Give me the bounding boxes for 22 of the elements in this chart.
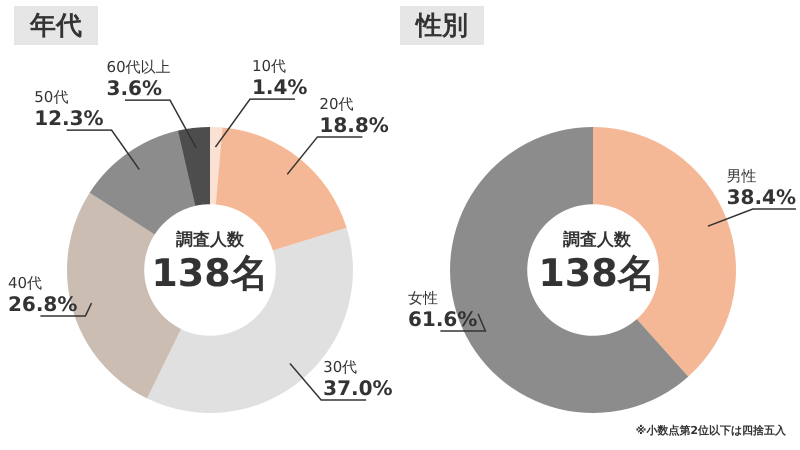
text: 138名	[537, 251, 657, 295]
slice-label: 男性	[726, 167, 757, 186]
slice-label: 60代以上	[106, 58, 171, 76]
data-label: 3.6%	[106, 76, 162, 100]
chart-title: 年代	[14, 6, 98, 45]
text: 調査人数	[562, 229, 632, 251]
slice-label: 10代	[252, 57, 286, 76]
text: 調査人数	[175, 229, 245, 251]
slice-label: 20代	[319, 94, 354, 113]
slice-label: 女性	[408, 288, 438, 307]
slice-label: 40代	[8, 274, 42, 292]
chart-title: 性別	[400, 6, 484, 45]
data-label: 18.8%	[319, 112, 389, 137]
data-label: 12.3%	[34, 106, 104, 130]
slice-label: 30代	[323, 358, 358, 376]
text: ※小数点第2位以下は四捨五入	[636, 423, 786, 438]
data-label: 38.4%	[726, 185, 796, 210]
text: 138名	[150, 251, 270, 295]
data-label: 1.4%	[252, 75, 308, 100]
data-label: 37.0%	[323, 376, 393, 400]
slice-label: 50代	[34, 88, 68, 106]
data-label: 26.8%	[8, 292, 78, 316]
